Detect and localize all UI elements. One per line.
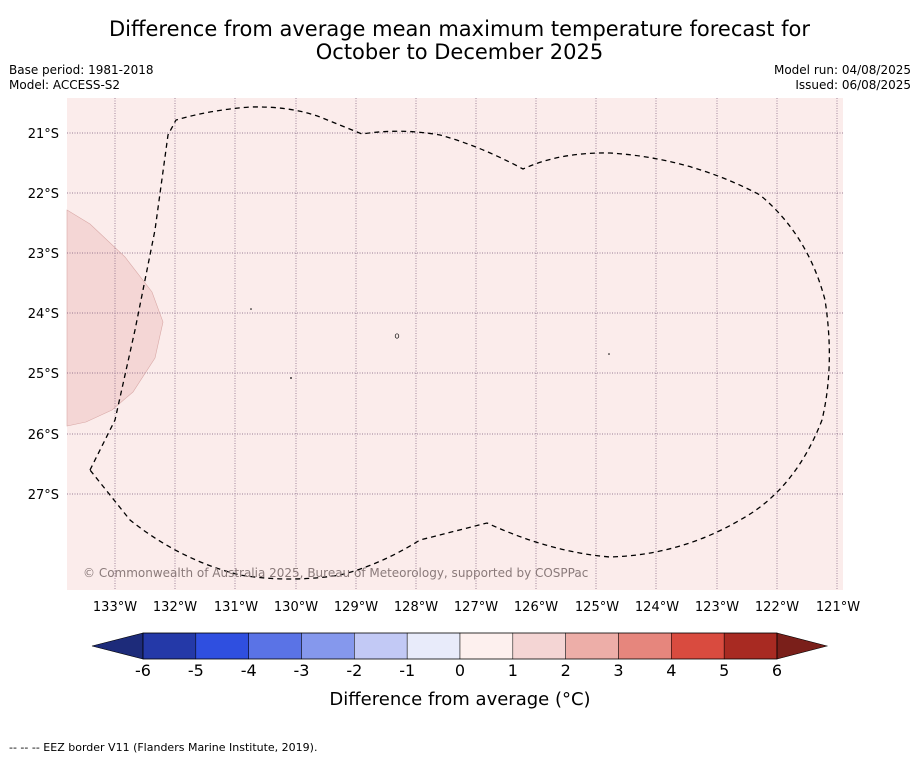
colorbar-segment <box>565 632 619 660</box>
colorbar-tick-label: 6 <box>772 661 782 680</box>
colorbar-segment <box>671 632 725 660</box>
lat-label: 25°S <box>28 367 59 382</box>
colorbar-tick-label: 3 <box>613 661 623 680</box>
meta-left: Base period: 1981-2018 Model: ACCESS-S2 <box>9 63 154 93</box>
copyright-notice: © Commonwealth of Australia 2025, Bureau… <box>83 566 588 580</box>
title-line-2: October to December 2025 <box>315 40 604 64</box>
colorbar-tick-label: 2 <box>561 661 571 680</box>
lat-label: 27°S <box>28 488 59 503</box>
base-period: Base period: 1981-2018 <box>9 63 154 77</box>
lon-label: 127°W <box>454 600 498 615</box>
colorbar-segment <box>512 632 566 660</box>
lon-label: 129°W <box>334 600 378 615</box>
lon-label: 133°W <box>93 600 137 615</box>
colorbar-tick-label: -1 <box>399 661 415 680</box>
colorbar-segment <box>248 632 302 660</box>
colorbar-label: Difference from average (°C) <box>329 689 590 710</box>
lon-label: 124°W <box>635 600 679 615</box>
eez-footnote: -- -- -- EEZ border V11 (Flanders Marine… <box>9 741 317 754</box>
colorbar-segment <box>142 632 197 660</box>
colorbar-tick-label: -4 <box>241 661 257 680</box>
colorbar-segment <box>406 632 461 660</box>
colorbar-segment <box>301 632 355 660</box>
island-marker <box>250 308 252 310</box>
map-background <box>67 98 843 590</box>
colorbar-segment <box>618 632 672 660</box>
colorbar-segment <box>354 632 408 660</box>
title-line-1: Difference from average mean maximum tem… <box>109 17 810 41</box>
lat-label: 24°S <box>28 307 59 322</box>
island-marker <box>290 377 292 379</box>
lon-label: 123°W <box>695 600 739 615</box>
colorbar-tick-label: 5 <box>719 661 729 680</box>
issued-date: Issued: 06/08/2025 <box>795 78 911 92</box>
colorbar-extend-low <box>91 632 144 660</box>
colorbar-tick-label: -3 <box>294 661 310 680</box>
lon-label: 132°W <box>153 600 197 615</box>
lat-label: 23°S <box>28 247 59 262</box>
graticule <box>67 98 843 590</box>
colorbar-tick-label: -2 <box>346 661 362 680</box>
colorbar-tick-label: 0 <box>455 661 465 680</box>
lon-label: 122°W <box>755 600 799 615</box>
lat-label: 22°S <box>28 187 59 202</box>
lon-labels: 133°W 132°W 131°W 130°W 129°W 128°W 127°… <box>93 600 860 615</box>
island-marker <box>608 353 610 355</box>
model-run: Model run: 04/08/2025 <box>773 63 911 77</box>
island-marker <box>394 333 400 339</box>
lat-labels: 21°S 22°S 23°S 24°S 25°S 26°S 27°S <box>28 127 59 503</box>
islands <box>250 308 610 379</box>
map-title: Difference from average mean maximum tem… <box>0 18 919 64</box>
colorbar-extend-high <box>776 632 829 660</box>
colorbar-tick-label: 4 <box>666 661 676 680</box>
lon-label: 128°W <box>394 600 438 615</box>
colorbar-segment <box>459 632 514 660</box>
lon-label: 126°W <box>514 600 558 615</box>
meta-right: Model run: 04/08/2025 Issued: 06/08/2025 <box>774 63 911 93</box>
eez-border <box>89 106 830 580</box>
colorbar: -6 -5 -4 -3 -2 -1 0 1 2 3 4 5 6 Difference from aver… <box>91 632 829 710</box>
colorbar-segment <box>723 632 778 660</box>
colorbar-outline <box>142 632 778 660</box>
colorbar-segments <box>142 632 778 660</box>
lon-label: 121°W <box>816 600 860 615</box>
lon-label: 130°W <box>274 600 318 615</box>
lon-label: 131°W <box>214 600 258 615</box>
lat-label: 21°S <box>28 127 59 142</box>
colorbar-tick-label: -5 <box>188 661 204 680</box>
lat-label: 26°S <box>28 428 59 443</box>
model-name: Model: ACCESS-S2 <box>9 78 121 92</box>
lon-label: 125°W <box>575 600 619 615</box>
colorbar-tick-label: 1 <box>508 661 518 680</box>
colorbar-ticks: -6 -5 -4 -3 -2 -1 0 1 2 3 4 5 6 <box>135 661 782 680</box>
colorbar-tick-label: -6 <box>135 661 151 680</box>
colorbar-segment <box>195 632 249 660</box>
